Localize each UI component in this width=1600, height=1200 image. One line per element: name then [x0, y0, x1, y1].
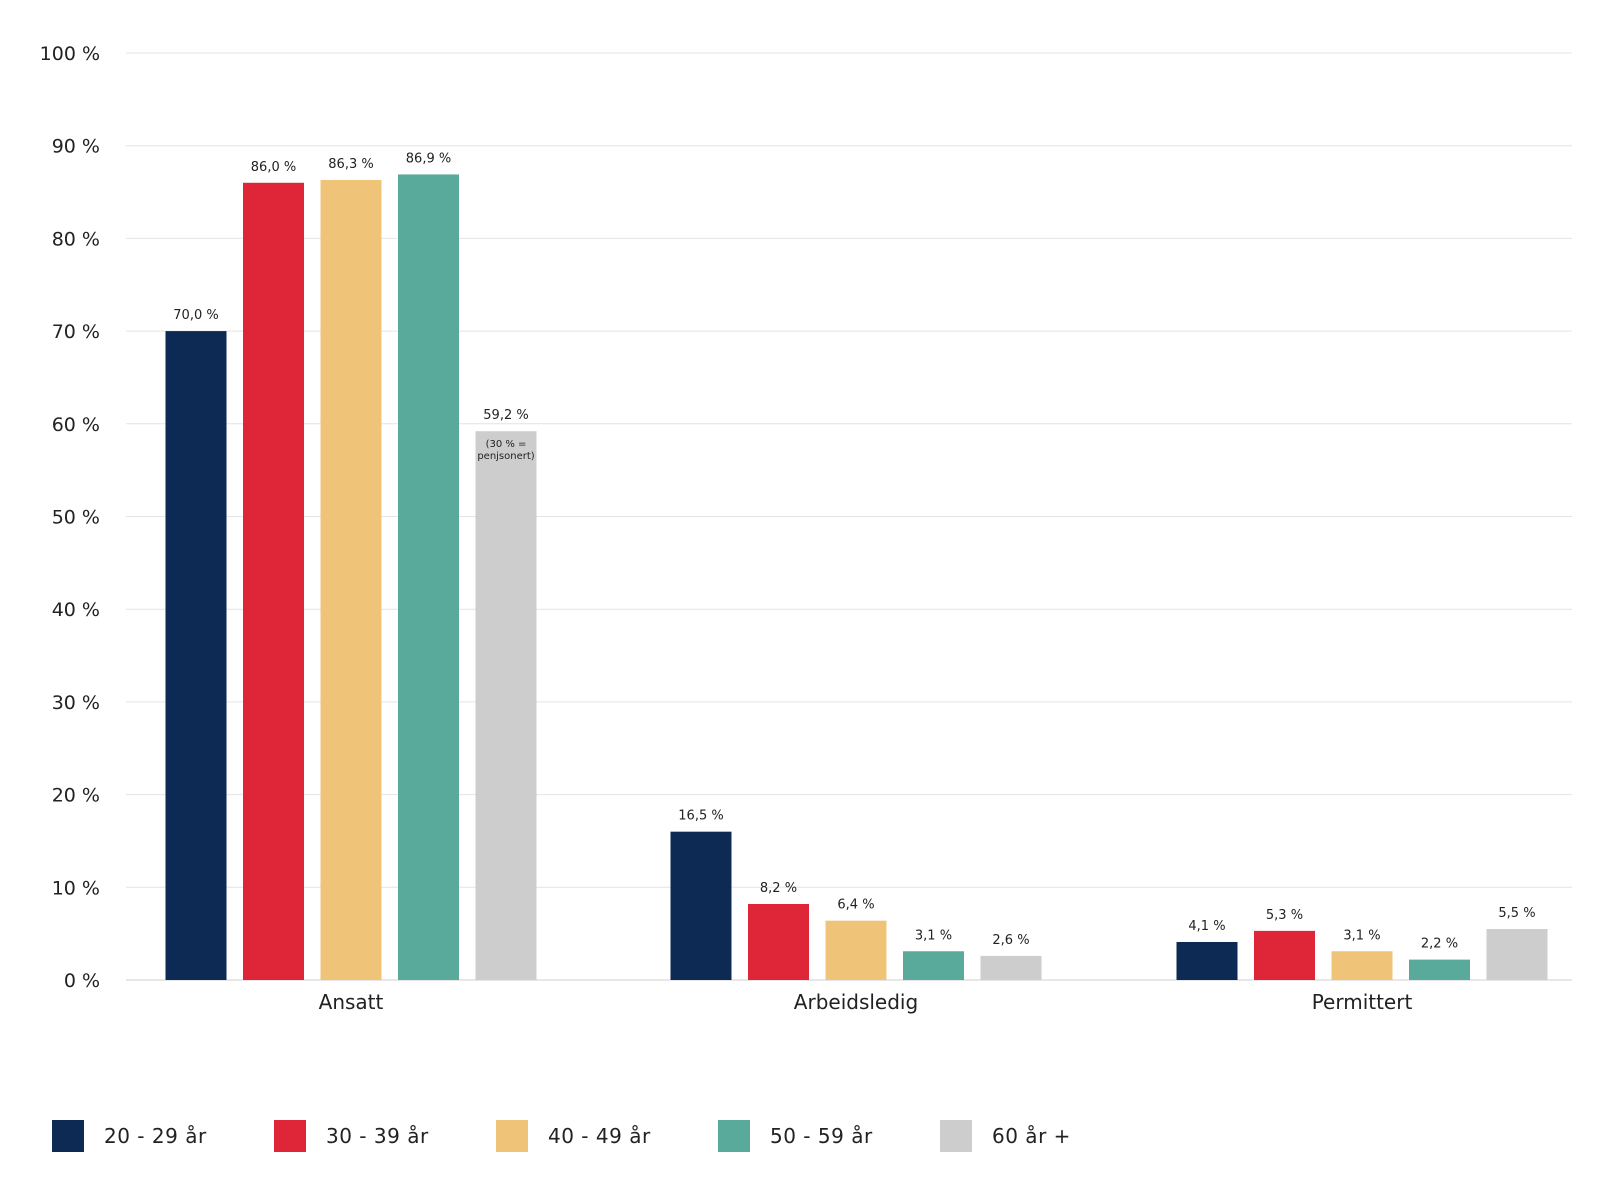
- y-tick-label: 100 %: [40, 43, 100, 65]
- legend-swatch: [940, 1120, 972, 1152]
- bar: [1486, 929, 1548, 980]
- legend-label: 30 - 39 år: [326, 1124, 429, 1148]
- bar-annotation: penjsonert): [477, 451, 534, 462]
- y-tick-label: 70 %: [52, 321, 100, 343]
- legend-item: 50 - 59 år: [718, 1120, 940, 1152]
- legend-item: 30 - 39 år: [274, 1120, 496, 1152]
- bar: [1254, 930, 1315, 980]
- bar: [980, 955, 1042, 980]
- data-label: 6,4 %: [837, 898, 874, 913]
- bar: [825, 920, 887, 980]
- data-label: 3,1 %: [915, 928, 952, 943]
- bar-annotation: (30 % =: [486, 439, 527, 450]
- bar: [398, 174, 459, 980]
- x-axis-categories: Ansatt Arbeidsledig Permittert: [319, 990, 1413, 1014]
- data-label: 4,1 %: [1188, 919, 1225, 934]
- data-label: 86,0 %: [251, 160, 296, 175]
- data-label: 86,9 %: [406, 151, 451, 166]
- legend-swatch: [52, 1120, 84, 1152]
- legend: 20 - 29 år 30 - 39 år 40 - 49 år 50 - 59 år…: [52, 1120, 1162, 1152]
- legend-label: 50 - 59 år: [770, 1124, 873, 1148]
- y-tick-label: 50 %: [52, 507, 100, 529]
- legend-item: 60 år +: [940, 1120, 1162, 1152]
- legend-swatch: [274, 1120, 306, 1152]
- data-label: 5,3 %: [1266, 908, 1303, 923]
- bar: [748, 903, 809, 980]
- data-labels: 70,0 % 86,0 % 86,3 % 86,9 % 59,2 % 16,5 % 8,2 …: [173, 151, 1535, 951]
- bar: [903, 951, 964, 980]
- bar: [670, 831, 732, 980]
- legend-item: 20 - 29 år: [52, 1120, 274, 1152]
- y-tick-label: 0 %: [64, 970, 100, 992]
- data-label: 2,6 %: [992, 933, 1029, 948]
- x-category-label: Permittert: [1312, 990, 1413, 1014]
- bar: [1409, 959, 1470, 980]
- legend-swatch: [718, 1120, 750, 1152]
- y-tick-label: 60 %: [52, 414, 100, 436]
- data-label: 70,0 %: [173, 308, 218, 323]
- data-label: 3,1 %: [1343, 928, 1380, 943]
- legend-swatch: [496, 1120, 528, 1152]
- y-tick-label: 30 %: [52, 692, 100, 714]
- y-tick-label: 20 %: [52, 785, 100, 807]
- bar: [243, 182, 304, 980]
- x-category-label: Arbeidsledig: [794, 990, 918, 1014]
- bar: [1331, 951, 1393, 980]
- data-label: 16,5 %: [678, 809, 723, 824]
- y-tick-label: 90 %: [52, 136, 100, 158]
- y-tick-label: 10 %: [52, 877, 100, 899]
- x-category-label: Ansatt: [319, 990, 384, 1014]
- y-tick-label: 40 %: [52, 599, 100, 621]
- data-label: 8,2 %: [760, 881, 797, 896]
- data-label: 59,2 %: [483, 408, 528, 423]
- legend-item: 40 - 49 år: [496, 1120, 718, 1152]
- legend-label: 60 år +: [992, 1124, 1071, 1148]
- y-axis-ticks: 0 % 10 % 20 % 30 % 40 % 50 % 60 % 70 % 80 % 90 % 1…: [40, 43, 100, 992]
- bar: [165, 331, 227, 981]
- bar: [320, 179, 382, 980]
- data-label: 5,5 %: [1498, 906, 1535, 921]
- legend-label: 20 - 29 år: [104, 1124, 207, 1148]
- y-tick-label: 80 %: [52, 228, 100, 250]
- bar: [475, 431, 537, 980]
- legend-label: 40 - 49 år: [548, 1124, 651, 1148]
- data-label: 86,3 %: [328, 157, 373, 172]
- bar: [1176, 941, 1238, 980]
- data-label: 2,2 %: [1421, 937, 1458, 952]
- bars: [165, 174, 1548, 981]
